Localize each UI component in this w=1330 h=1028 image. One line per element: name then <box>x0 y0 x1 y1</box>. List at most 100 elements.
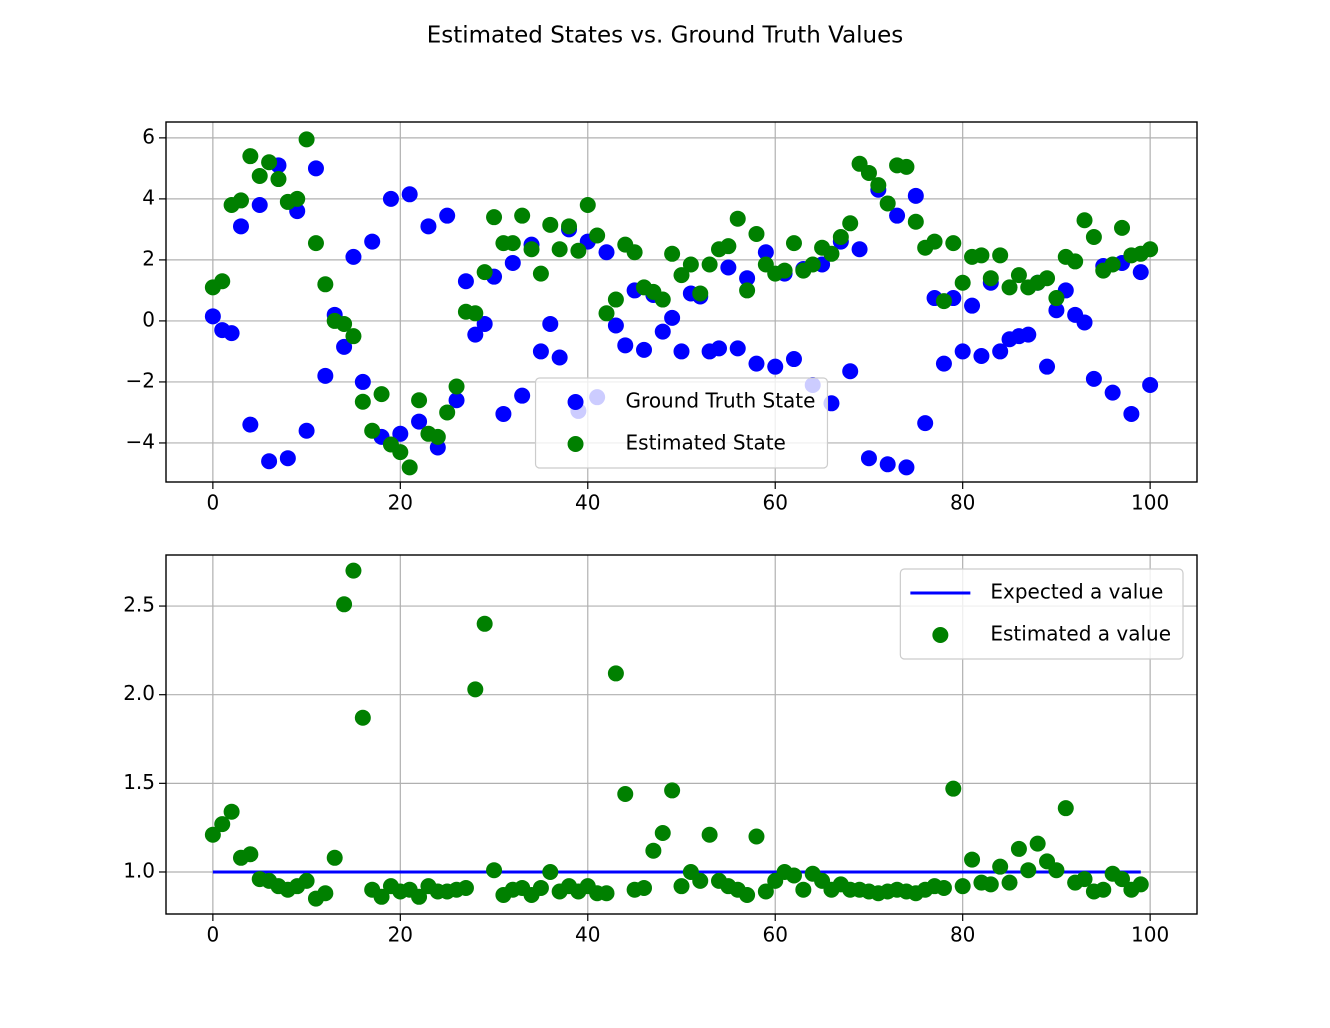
point <box>448 392 465 409</box>
point <box>1085 229 1102 246</box>
point <box>842 363 859 380</box>
point <box>317 367 334 384</box>
point <box>1010 267 1027 284</box>
point <box>673 343 690 360</box>
point <box>1104 256 1121 273</box>
point <box>701 826 718 843</box>
legend-label: Ground Truth State <box>626 389 816 413</box>
point <box>223 325 240 342</box>
point <box>879 195 896 212</box>
point <box>785 235 802 252</box>
point <box>823 245 840 262</box>
legend: Ground Truth State Estimated State <box>534 377 829 469</box>
point <box>532 343 549 360</box>
point <box>729 210 746 227</box>
point <box>504 235 521 252</box>
point <box>692 285 709 302</box>
point <box>232 218 249 235</box>
point <box>842 215 859 232</box>
point <box>486 862 503 879</box>
legend-swatch <box>567 436 584 452</box>
point <box>279 450 296 467</box>
point <box>926 233 943 250</box>
point <box>551 349 568 366</box>
point <box>542 216 559 233</box>
point <box>682 256 699 273</box>
point <box>748 225 765 242</box>
point <box>307 160 324 177</box>
x-tick-label: 100 <box>1131 923 1169 947</box>
y-tick-label: −4 <box>126 429 155 453</box>
point <box>617 785 634 802</box>
point <box>860 450 877 467</box>
point <box>626 244 643 261</box>
point <box>776 262 793 279</box>
point <box>420 218 437 235</box>
point <box>870 177 887 194</box>
point <box>298 131 315 148</box>
x-tick-label: 100 <box>1131 491 1169 515</box>
y-tick-label: 1.5 <box>123 770 155 794</box>
point <box>748 355 765 372</box>
x-tick-label: 0 <box>206 491 219 515</box>
point <box>542 315 559 332</box>
point <box>804 256 821 273</box>
point <box>710 340 727 357</box>
point <box>204 826 221 843</box>
point <box>382 190 399 207</box>
y-tick-label: 4 <box>142 185 155 209</box>
point <box>879 456 896 473</box>
point <box>785 867 802 884</box>
point <box>607 317 624 334</box>
y-tick-label: 0 <box>142 307 155 331</box>
point <box>1095 881 1112 898</box>
y-tick-label: 1.0 <box>123 858 155 882</box>
point <box>673 878 690 895</box>
point <box>907 187 924 204</box>
y-tick-label: 2 <box>142 246 155 270</box>
point <box>570 242 587 259</box>
point <box>701 256 718 273</box>
point <box>373 386 390 403</box>
point <box>1132 264 1149 281</box>
point <box>298 422 315 439</box>
point <box>392 444 409 461</box>
axes: 0 20 40 60 80 100 1.0 1.5 2.0 2.5 <box>123 554 1198 947</box>
point <box>973 348 990 364</box>
point <box>411 392 428 409</box>
point <box>354 709 371 726</box>
point <box>1076 871 1093 888</box>
point <box>982 876 999 893</box>
point <box>476 615 493 632</box>
point <box>1114 871 1131 888</box>
point <box>336 315 353 332</box>
point <box>514 207 531 224</box>
point <box>448 378 465 395</box>
point <box>589 227 606 244</box>
point <box>1085 370 1102 387</box>
point <box>748 828 765 845</box>
point <box>964 851 981 868</box>
point <box>1132 876 1149 893</box>
point <box>354 393 371 410</box>
x-tick-label: 0 <box>206 923 219 947</box>
point <box>607 665 624 682</box>
point <box>720 259 737 276</box>
point <box>889 207 906 224</box>
point <box>251 196 268 213</box>
point <box>1048 862 1065 879</box>
x-tick-label: 40 <box>575 923 600 947</box>
point <box>954 878 971 895</box>
legend-swatch <box>567 394 584 410</box>
point <box>898 158 915 175</box>
point <box>607 291 624 308</box>
point <box>270 171 287 188</box>
point <box>457 273 474 290</box>
legend: Expected a value Estimated a value <box>899 568 1184 660</box>
y-tick-label: 6 <box>142 124 155 148</box>
axes-frame <box>165 554 1198 915</box>
point <box>242 148 259 165</box>
point <box>204 308 221 325</box>
point <box>598 885 615 902</box>
